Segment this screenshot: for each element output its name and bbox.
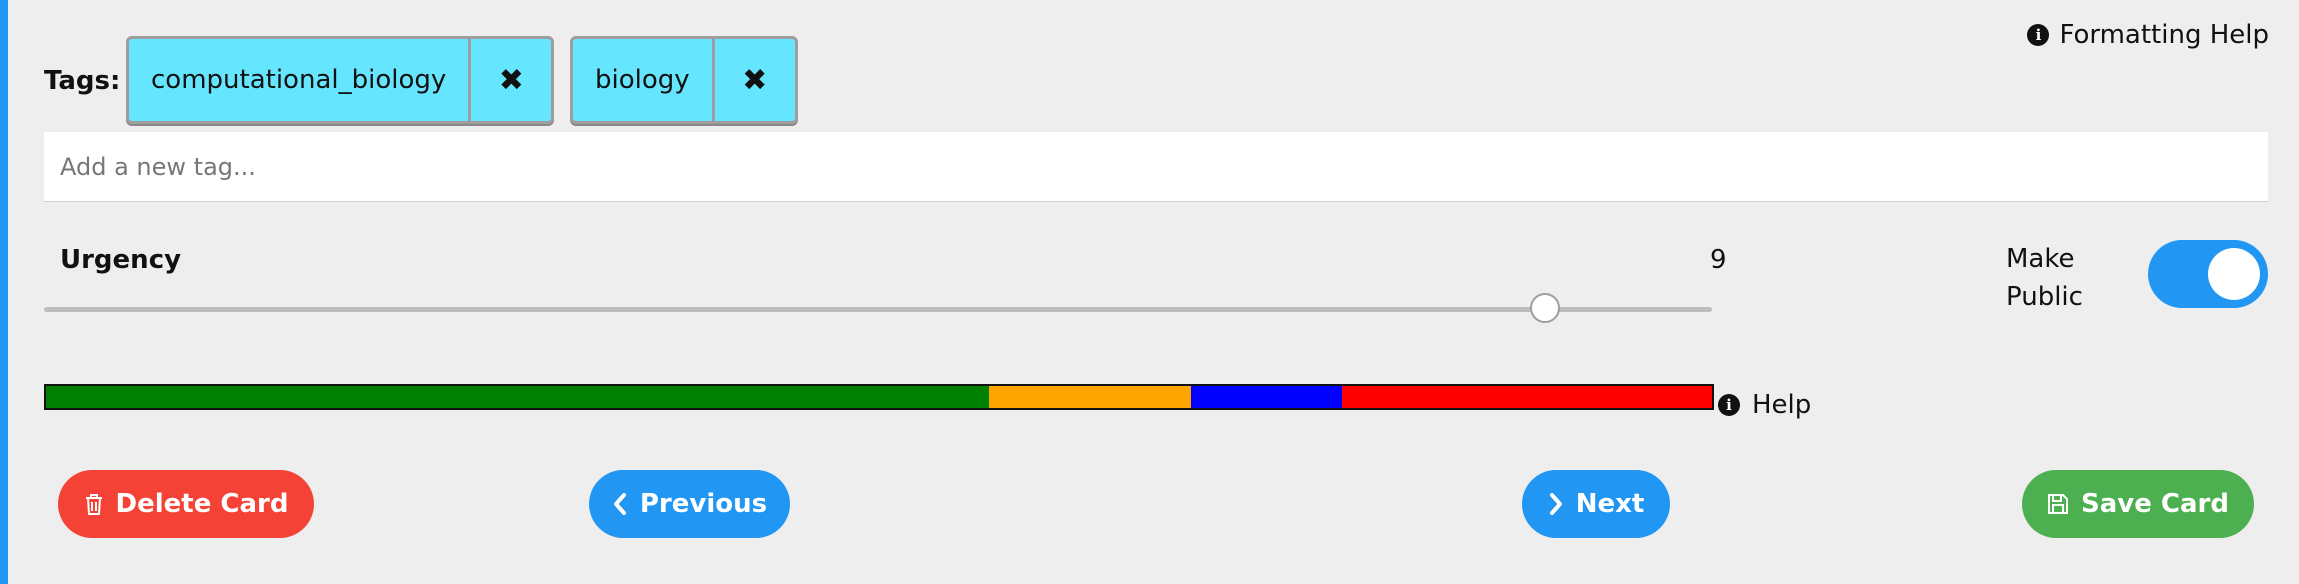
make-public-toggle[interactable] bbox=[2148, 240, 2268, 308]
chevron-left-icon bbox=[613, 493, 626, 515]
make-public-label-line2: Public bbox=[2006, 282, 2083, 312]
formatting-help-link[interactable]: i Formatting Help bbox=[2027, 20, 2269, 50]
next-button[interactable]: Next bbox=[1522, 470, 1670, 538]
urgency-value: 9 bbox=[1710, 245, 1727, 275]
tag-chip: computational_biology ✖ bbox=[126, 36, 555, 124]
tag-name: computational_biology bbox=[151, 65, 447, 95]
tag-name: biology bbox=[595, 65, 690, 95]
trash-icon bbox=[85, 494, 102, 515]
formatting-help-label: Formatting Help bbox=[2059, 20, 2269, 50]
tags-label: Tags: bbox=[44, 66, 121, 96]
tag-remove-button[interactable]: ✖ bbox=[468, 39, 551, 121]
floppy-disk-icon bbox=[2048, 494, 2069, 514]
info-circle-icon: i bbox=[2027, 24, 2050, 46]
delete-card-label: Delete Card bbox=[115, 489, 289, 519]
previous-label: Previous bbox=[639, 489, 768, 519]
save-card-button[interactable]: Save Card bbox=[2022, 470, 2254, 538]
urgency-bar bbox=[44, 384, 1714, 410]
delete-card-button[interactable]: Delete Card bbox=[58, 470, 314, 538]
urgency-bar-segment bbox=[1190, 386, 1343, 408]
help-link[interactable]: i Help bbox=[1718, 390, 1811, 420]
chevron-right-icon bbox=[1549, 493, 1562, 515]
close-icon: ✖ bbox=[742, 62, 768, 98]
save-card-label: Save Card bbox=[2081, 489, 2229, 519]
tag-remove-button[interactable]: ✖ bbox=[711, 39, 795, 121]
urgency-slider[interactable] bbox=[44, 293, 1712, 323]
urgency-bar-segment bbox=[988, 386, 1191, 408]
urgency-bar-segment bbox=[1342, 386, 1712, 408]
window-edge bbox=[0, 0, 8, 584]
info-circle-icon: i bbox=[1718, 394, 1740, 416]
make-public-label: Make Public bbox=[2006, 240, 2083, 316]
tag-chip: biology ✖ bbox=[570, 36, 798, 124]
close-icon: ✖ bbox=[498, 62, 524, 98]
urgency-bar-segment bbox=[46, 386, 989, 408]
previous-button[interactable]: Previous bbox=[589, 470, 790, 538]
help-label: Help bbox=[1752, 390, 1812, 420]
toggle-knob bbox=[2208, 248, 2260, 300]
next-label: Next bbox=[1575, 489, 1645, 519]
make-public-label-line1: Make bbox=[2006, 244, 2075, 274]
new-tag-input[interactable] bbox=[44, 132, 2268, 202]
urgency-slider-thumb[interactable] bbox=[1530, 293, 1561, 323]
urgency-label: Urgency bbox=[60, 245, 182, 275]
